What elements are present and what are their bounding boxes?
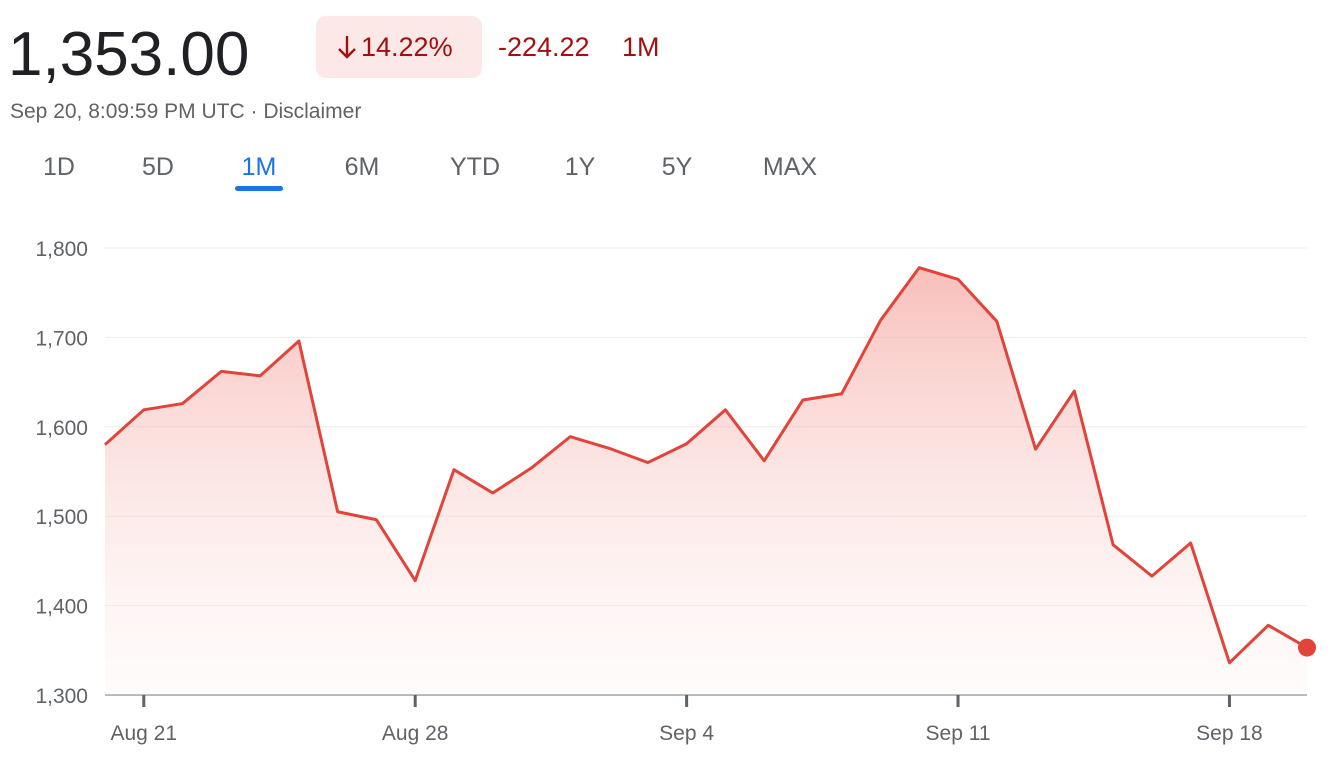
range-tab[interactable]: 6M [345, 153, 380, 181]
down-arrow [338, 36, 356, 59]
y-tick-label: 1,400 [35, 596, 88, 619]
x-tick-label: Aug 21 [110, 722, 177, 745]
separator: · [250, 100, 257, 123]
y-tick-label: 1,300 [35, 685, 88, 708]
range-tab[interactable]: 1D [43, 153, 75, 181]
change-period: 1M [622, 32, 660, 62]
active-tab-indicator [235, 186, 283, 191]
chart: 1,300 1,400 1,500 1,600 1,700 1,800 Aug 21 Aug … [35, 238, 1316, 745]
disclaimer-link[interactable]: Disclaimer [263, 100, 361, 123]
x-tick-label: Aug 28 [382, 722, 449, 745]
price-line [103, 266, 1308, 665]
price: 1,353.00 [8, 20, 249, 89]
y-tick-label: 1,500 [35, 506, 88, 529]
y-tick-label: 1,800 [35, 238, 88, 261]
last-point [1298, 638, 1316, 657]
range-tab[interactable]: 5Y [662, 153, 693, 181]
timestamp: Sep 20, 8:09:59 PM UTC · Disclaimer [10, 100, 361, 123]
range-tab[interactable]: MAX [763, 153, 818, 181]
change-percent: 14.22% [361, 32, 453, 62]
y-tick-label: 1,600 [35, 417, 88, 440]
x-tick-label: Sep 18 [1196, 722, 1263, 745]
range-tab[interactable]: YTD [450, 153, 500, 181]
area [105, 267, 1307, 695]
range-tab[interactable]: 1M [242, 153, 277, 181]
timestamp-text: Sep 20, 8:09:59 PM UTC [10, 100, 245, 123]
range-tab[interactable]: 5D [142, 153, 174, 181]
range-tab[interactable]: 1Y [565, 153, 596, 181]
x-tick-label: Sep 11 [926, 722, 991, 745]
x-tick-label: Sep 4 [659, 722, 714, 745]
range-tabs: 1D 5D 1M 6M YTD 1Y 5Y MAX [43, 153, 817, 191]
change-value: -224.22 [498, 32, 590, 62]
change-badge [316, 16, 482, 78]
y-tick-label: 1,700 [35, 327, 88, 350]
